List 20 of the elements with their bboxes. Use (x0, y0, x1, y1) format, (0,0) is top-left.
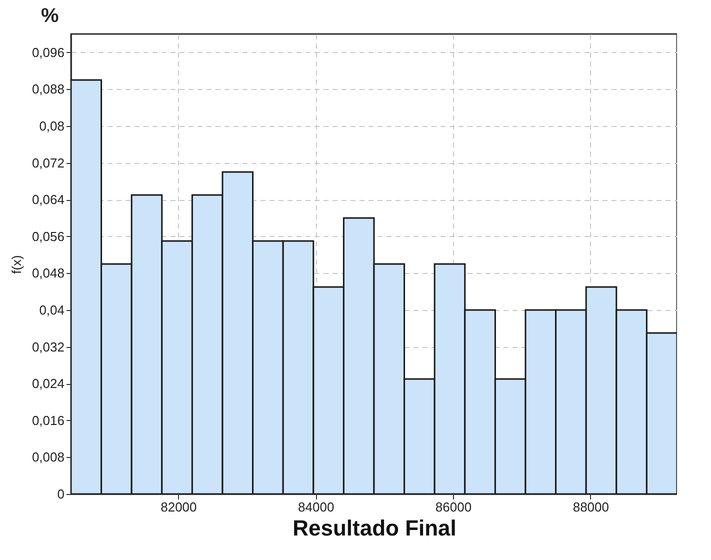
y-tick-label: 0 (57, 486, 64, 502)
y-tick-label: 0,048 (32, 266, 64, 281)
y-tick-label: 0,064 (32, 192, 64, 208)
y-axis-title: f(x) (8, 255, 24, 274)
y-tick-label: 0,016 (32, 412, 64, 428)
y-tick-label: 0,08 (39, 118, 64, 134)
y-tick-label: 0,008 (32, 450, 64, 465)
y-tick-label: 0,024 (32, 376, 64, 392)
y-tick-label: 0,088 (32, 82, 64, 97)
x-axis-title: Resultado Final (292, 516, 456, 540)
y-tick-label: 0,056 (32, 228, 64, 244)
y-tick-label: 0,032 (32, 339, 64, 354)
y-tick-label: 0,04 (39, 302, 64, 318)
chart-title: % (41, 5, 59, 27)
x-tick-label: 86000 (435, 500, 472, 514)
y-tick-label: 0,072 (32, 155, 64, 170)
x-tick-label: 84000 (298, 500, 334, 514)
x-tick-label: 88000 (572, 500, 610, 514)
y-tick-label: 0,096 (32, 44, 64, 60)
x-tick-label: 82000 (160, 500, 197, 514)
